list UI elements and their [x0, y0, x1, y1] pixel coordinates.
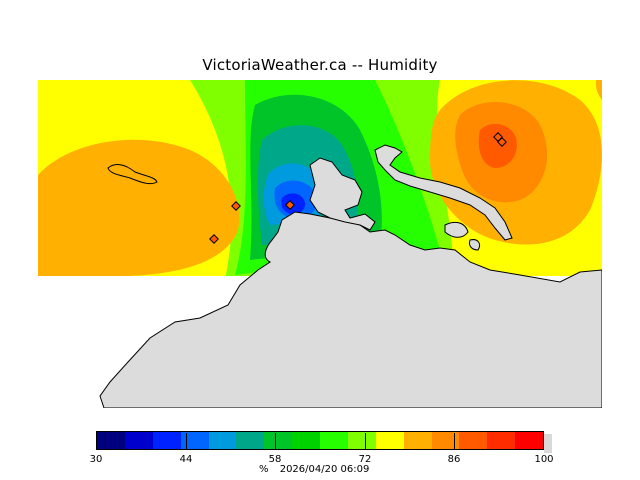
contour-orange-west [38, 139, 240, 277]
legend-unit: % [259, 464, 269, 475]
legend-swatch [97, 432, 125, 449]
legend-swatch [375, 432, 404, 449]
map-title: VictoriaWeather.ca -- Humidity [202, 56, 438, 74]
legend-swatch [347, 432, 376, 449]
station-3 [285, 200, 295, 210]
inlet-east [374, 144, 513, 241]
legend-swatch [320, 432, 348, 449]
island-small [107, 164, 158, 185]
legend-tick-label: 58 [268, 454, 282, 465]
legend-swatch [208, 432, 237, 449]
legend-tick-label: 86 [447, 454, 461, 465]
legend-swatch [459, 432, 488, 449]
legend-swatch [236, 432, 265, 449]
legend-timestamp: 2026/04/20 06:09 [279, 464, 370, 475]
legend-swatch [180, 432, 209, 449]
legend-swatch [403, 432, 432, 449]
legend-swatch [264, 432, 293, 449]
legend-swatch [431, 432, 460, 449]
legend-tick-label: 100 [534, 454, 554, 465]
legend-tick [365, 433, 366, 449]
contour-red-orange [478, 123, 517, 168]
legend-tick [186, 433, 187, 449]
legend-tick-label: 44 [179, 454, 193, 465]
legend-swatch [124, 432, 153, 449]
peninsula-north [309, 157, 376, 231]
legend-tick [454, 433, 455, 449]
legend-tick-label: 72 [358, 454, 372, 465]
station-5 [497, 137, 507, 147]
station-2 [209, 234, 219, 244]
islands-gulf [444, 221, 481, 251]
legend-footer: % 2026/04/20 06:09 [259, 464, 377, 475]
legend-swatch [515, 432, 543, 449]
legend-tick-label: 30 [89, 454, 103, 465]
station-1 [231, 201, 241, 211]
legend-swatch [152, 432, 181, 449]
station-markers [209, 132, 507, 244]
legend-swatch [292, 432, 320, 449]
legend-shadow [544, 434, 552, 453]
legend-swatch [487, 432, 516, 449]
legend-colorbar [96, 431, 544, 450]
contour-orange-ne [595, 80, 602, 100]
legend-tick [275, 433, 276, 449]
